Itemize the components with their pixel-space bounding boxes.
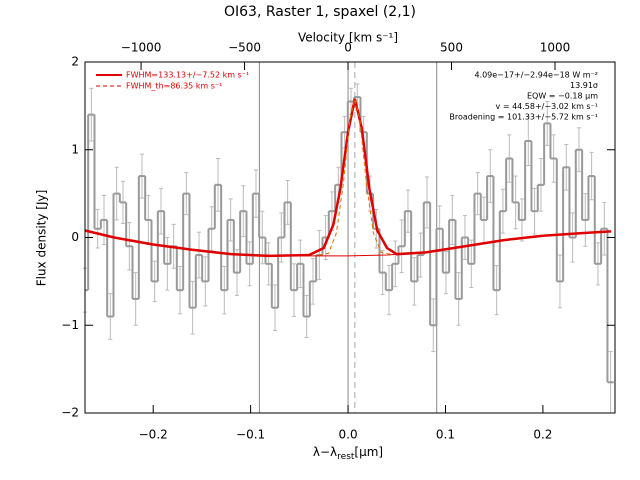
x-label-text: λ−λ [313,445,337,459]
x2-tick-label: 0 [344,41,352,55]
x2-axis-label: Velocity [km s⁻¹] [298,31,398,45]
y-tick-label: 2 [71,55,79,69]
annotation: 13.91σ [570,81,598,90]
legend-label: FWHM_th=86.35 km s⁻¹ [126,82,222,91]
fit-line [84,229,612,257]
chart-title: OI63, Raster 1, spaxel (2,1) [224,4,416,20]
annotation: EQW = −0.18 μm [527,92,598,101]
x-tick-label: −0.2 [139,428,168,442]
x-tick-label: 0.2 [533,428,552,442]
x-tick-label: 0.0 [339,428,358,442]
annotation: Broadening = 101.33+/−5.72 km s⁻¹ [449,113,598,122]
x-tick-label: −0.1 [236,428,265,442]
x2-tick-label: −500 [228,41,261,55]
y-tick-label: −1 [61,318,79,332]
fit-line [318,98,392,256]
y-tick-label: 0 [71,230,79,244]
x2-tick-label: −1000 [121,41,162,55]
x-axis-label: λ−λrest[μm] [313,445,383,462]
x2-tick-label: 500 [440,41,463,55]
x-label-unit: [μm] [354,445,383,459]
y-tick-label: −2 [61,406,79,420]
annotation: 4.09e−17+/−2.94e−18 W m⁻² [474,71,598,80]
annotation: v = 44.58+/−3.02 km s⁻¹ [496,102,598,111]
y-axis-label: Flux density [Jy] [35,190,49,287]
x2-tick-label: 1000 [540,41,571,55]
y-tick-label: 1 [71,142,79,156]
x-tick-label: 0.1 [436,428,455,442]
x-label-sub: rest [337,452,355,462]
legend-label: FWHM=133.13+/−7.52 km s⁻¹ [126,71,249,80]
